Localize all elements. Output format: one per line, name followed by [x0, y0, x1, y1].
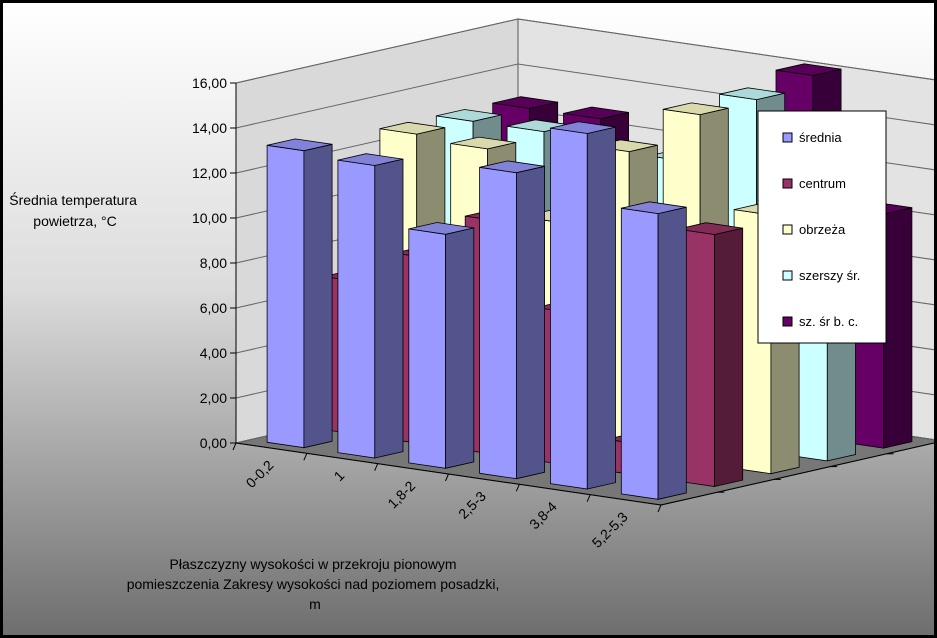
bar-side: [516, 165, 545, 480]
bar-side: [586, 126, 616, 490]
legend-swatch: [782, 270, 793, 281]
y-tick-label: 2,00: [200, 390, 227, 406]
y-tick-label: 10,00: [192, 210, 227, 226]
x-axis-label-line-3: m: [309, 596, 321, 612]
legend-swatch: [782, 178, 793, 189]
x-tick-mark: [515, 484, 520, 492]
bar-top: [337, 153, 404, 166]
bar-top: [450, 136, 516, 150]
legend-swatch: [782, 316, 793, 327]
y-tick-label: 0,00: [200, 435, 227, 451]
x-tick-mark: [445, 473, 449, 482]
bar: [620, 201, 687, 500]
bar-front: [479, 166, 517, 480]
y-tick-label: 6,00: [200, 300, 227, 316]
bar-top: [621, 201, 687, 215]
bar-top: [563, 106, 629, 120]
bar-side: [445, 227, 475, 469]
legend-label: szerszy śr.: [799, 268, 860, 283]
bar-side: [303, 143, 333, 449]
bar: [677, 222, 744, 488]
legend-swatch: [782, 132, 793, 143]
bar: [479, 160, 545, 480]
bar-side: [883, 207, 913, 449]
y-tick-label: 8,00: [200, 255, 227, 271]
bar-top: [663, 102, 729, 116]
bar-top: [677, 222, 743, 235]
x-axis-label: Płaszczyzny wysokości w przekroju pionow…: [127, 556, 504, 612]
depth-axis-line: [660, 442, 934, 506]
bar-top: [379, 121, 445, 135]
y-tick-label: 12,00: [192, 165, 227, 181]
bar-top: [267, 138, 333, 152]
bar-front: [620, 207, 659, 500]
bar: [337, 153, 404, 459]
bar-front: [266, 144, 305, 449]
x-axis-label-line-1: Płaszczyzny wysokości w przekroju pionow…: [170, 556, 457, 572]
legend-box: [757, 110, 887, 344]
bar-front: [550, 127, 588, 490]
bar: [266, 138, 333, 449]
x-tick-mark: [232, 442, 237, 451]
x-tick-mark: [657, 504, 662, 513]
chart-area: 0,00 2,00 4,00 6,00 8,00 10,00 12,00 14,00 16,00…: [3, 3, 934, 635]
bar-top: [550, 121, 616, 134]
legend-label: średnia: [799, 130, 842, 145]
bar-top: [719, 87, 785, 101]
gridline: [235, 18, 934, 84]
x-tick-mark: [303, 453, 308, 461]
legend-label: centrum: [799, 176, 846, 191]
y-tick-label: 4,00: [200, 345, 227, 361]
bar-top: [408, 222, 474, 235]
legend-label: obrzeża: [799, 222, 846, 237]
bar: [550, 121, 616, 490]
bar-front: [408, 228, 447, 469]
x-axis-label-line-2: pomieszczenia Zakresy wysokości nad pozi…: [127, 576, 500, 592]
bar-top: [436, 109, 502, 122]
y-axis-label: Średnia temperatura powietrza, °C: [9, 191, 141, 229]
y-tick-label: 14,00: [192, 120, 227, 136]
bar-top: [775, 63, 842, 76]
bar-side: [374, 158, 404, 459]
bar-top: [492, 96, 558, 109]
legend-swatch: [782, 224, 793, 235]
x-tick-mark: [586, 494, 591, 502]
y-axis-label-line-1: Średnia temperatura: [9, 191, 137, 208]
y-tick-label: 16,00: [192, 75, 227, 91]
x-tick-mark: [374, 463, 379, 471]
bar-front: [337, 159, 376, 459]
bar-top: [479, 160, 545, 174]
y-axis-label-line-2: powietrza, °C: [33, 213, 116, 229]
legend: średnia centrum obrzeża szerszy śr. sz. śr b…: [757, 110, 887, 344]
bar-side: [714, 227, 744, 488]
legend-label: sz. śr b. c.: [799, 314, 858, 329]
bar: [408, 222, 475, 469]
bar-side: [657, 206, 687, 500]
